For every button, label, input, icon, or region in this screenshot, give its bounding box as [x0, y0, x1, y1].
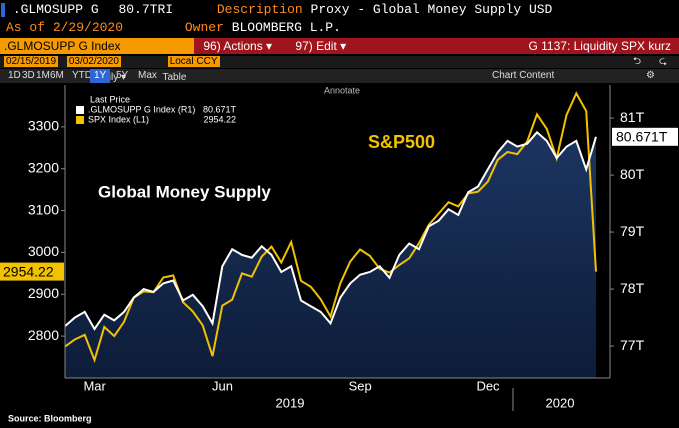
description: Proxy - Global Money Supply USD [310, 2, 553, 17]
desc-label: Description [216, 2, 303, 17]
table[interactable]: Table [162, 72, 187, 83]
owner-label: Owner [184, 20, 224, 35]
range-button[interactable]: 6M [50, 70, 64, 81]
page-title: G 1137: Liquidity SPX kurz [528, 39, 671, 53]
end-date[interactable]: 03/02/2020 [66, 56, 121, 67]
forward[interactable]: ⮎ [658, 56, 667, 67]
legend-label: .GLMOSUPP G Index (R1) [88, 104, 195, 114]
legend-swatch [76, 116, 84, 124]
year-label: 2019 [276, 395, 305, 410]
line [64, 130, 597, 331]
actions[interactable]: 96) Actions ▾ [203, 39, 273, 53]
last-value-badge [0, 262, 64, 281]
y-tick-label: 3000 [28, 243, 59, 259]
range-button[interactable]: 3D [22, 70, 35, 81]
range-button[interactable]: 5Y [116, 70, 129, 81]
legend-label: SPX Index (L1) [88, 114, 149, 124]
marker [1, 2, 5, 17]
y-tick-label: 3300 [28, 118, 59, 134]
range-button[interactable]: 1Y [90, 69, 111, 83]
range-button[interactable]: 1M [36, 70, 50, 81]
last-value-badge [612, 127, 678, 146]
header-row-1: .GLMOSUPP G 80.7TRI Description Proxy - … [0, 2, 679, 19]
x-tick-label: Dec [476, 378, 500, 393]
range-button[interactable]: YTD [72, 70, 92, 81]
y-tick-label: 2900 [28, 285, 59, 301]
y2-tick-label: 79T [620, 223, 645, 239]
range-button[interactable]: Max [138, 70, 157, 81]
legend-title: Last Price [90, 94, 130, 104]
security[interactable]: .GLMOSUPP G Index [0, 38, 194, 54]
y-tick-label: 2800 [28, 327, 59, 343]
start-date[interactable]: 02/15/2019 [4, 56, 59, 67]
y-tick-label: 3100 [28, 201, 59, 217]
chart-content[interactable]: Chart Content [492, 70, 555, 81]
annotation: S&P500 [368, 132, 435, 152]
annotation: Global Money Supply [98, 182, 271, 201]
currency[interactable]: Local CCY [167, 56, 220, 67]
y2-tick-label: 77T [620, 337, 645, 353]
last-value-label: 2954.22 [3, 263, 54, 279]
back[interactable]: ⮌ [632, 56, 641, 67]
x-tick-label: Mar [83, 378, 106, 393]
year-label: 2020 [546, 395, 575, 410]
legend-swatch [76, 106, 84, 114]
settings[interactable]: ⚙ [646, 70, 655, 81]
area [65, 132, 596, 378]
ticker: .GLMOSUPP G [12, 2, 99, 17]
last-value-label: 80.671T [616, 129, 668, 145]
header-row-3: .GLMOSUPP G Index 96) Actions ▾ 97) Edit… [0, 38, 679, 54]
period[interactable]: Daily ▾ [96, 72, 127, 83]
y-tick-label: 3200 [28, 159, 59, 175]
header-row-5: 1D 3D 1M 6M YTD 1Y 5Y Max Daily ▾ Table Chart Co… [0, 69, 679, 83]
legend-value: 80.671T [203, 104, 237, 114]
source: Source: Bloomberg [8, 413, 92, 423]
owner: BLOOMBERG L.P. [231, 20, 341, 35]
y2-tick-label: 78T [620, 280, 645, 296]
edit[interactable]: 97) Edit ▾ [295, 39, 347, 53]
range-button[interactable]: 1D [8, 70, 21, 81]
x-tick-label: Jun [212, 378, 233, 393]
chart: Annotate Last Price Global Money Supply … [0, 85, 678, 423]
legend-value: 2954.22 [203, 114, 236, 124]
header-row-4: 02/15/2019 03/02/2020 Local CCY ⮌ ⮎ [0, 56, 679, 68]
y2-tick-label: 80T [620, 166, 645, 182]
x-tick-label: Sep [349, 378, 372, 393]
asof: 2/29/2020 [52, 20, 124, 35]
asof-label: As of [6, 20, 46, 35]
price: 80.7TRI [118, 2, 174, 17]
header-row-2: As of 2/29/2020 Owner BLOOMBERG L.P. [0, 20, 679, 37]
annotate[interactable]: Annotate [324, 85, 360, 95]
y2-tick-label: 81T [620, 109, 645, 125]
